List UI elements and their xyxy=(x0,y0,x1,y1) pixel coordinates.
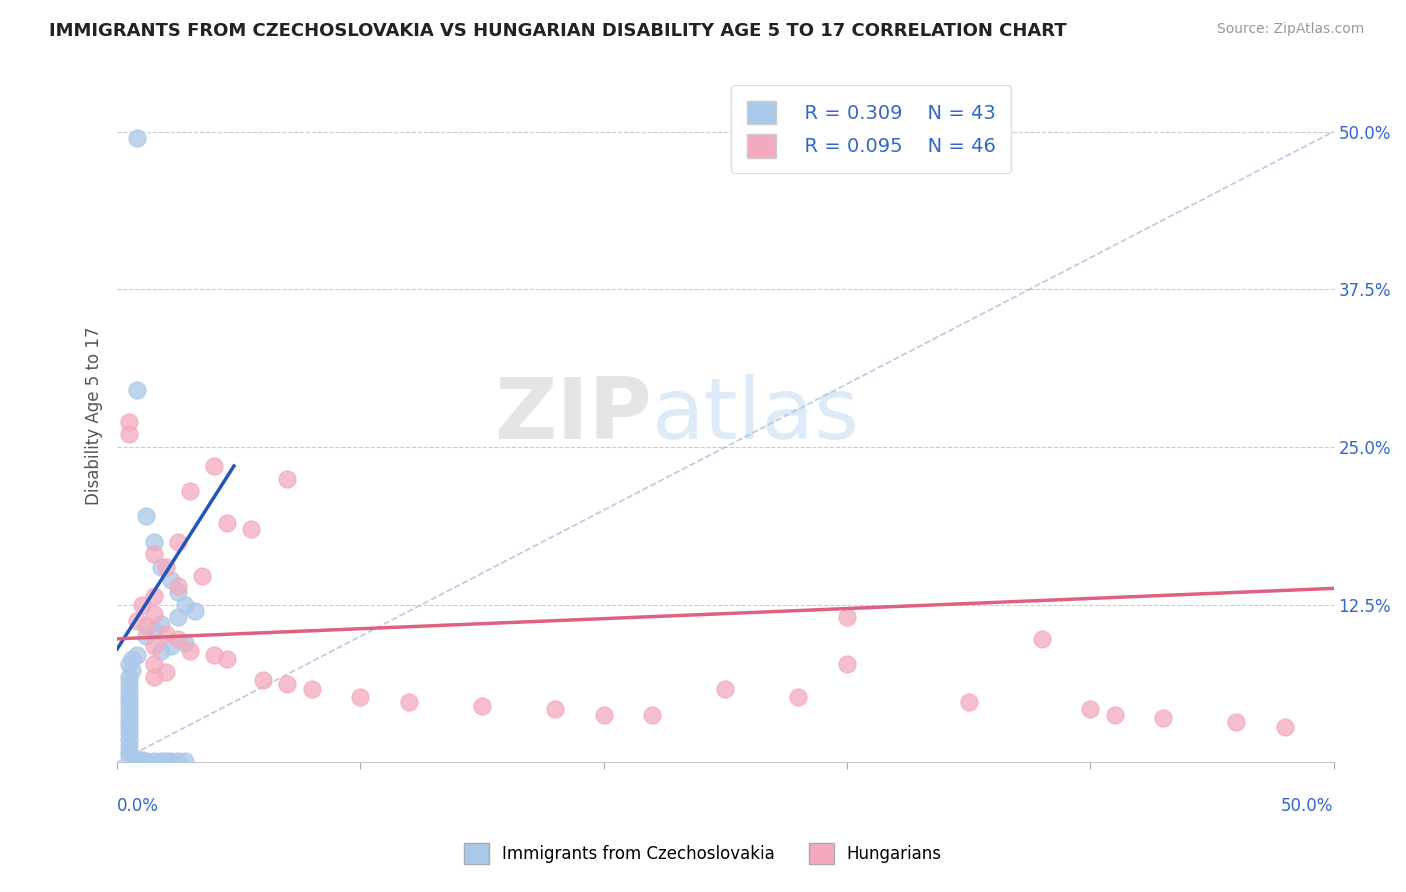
Point xyxy=(135,629,157,643)
Point xyxy=(118,415,141,429)
Point xyxy=(135,619,157,633)
Point xyxy=(121,664,143,678)
Point xyxy=(787,690,810,704)
Point xyxy=(155,754,177,768)
Point xyxy=(142,657,165,671)
Point xyxy=(159,754,181,768)
Point xyxy=(149,616,172,631)
Point xyxy=(714,682,737,697)
Point xyxy=(118,732,141,747)
Point xyxy=(349,690,371,704)
Point xyxy=(252,673,274,688)
Point xyxy=(149,560,172,574)
Point xyxy=(641,707,664,722)
Point xyxy=(167,534,190,549)
Point xyxy=(118,670,141,684)
Point xyxy=(301,682,323,697)
Point xyxy=(215,516,238,530)
Y-axis label: Disability Age 5 to 17: Disability Age 5 to 17 xyxy=(86,326,103,505)
Point xyxy=(125,614,148,628)
Point xyxy=(174,754,197,768)
Point xyxy=(179,644,201,658)
Point xyxy=(159,573,181,587)
Point xyxy=(174,598,197,612)
Point xyxy=(142,623,165,637)
Point xyxy=(276,472,298,486)
Point xyxy=(149,644,172,658)
Point xyxy=(118,676,141,690)
Point xyxy=(184,604,207,618)
Point xyxy=(118,707,141,722)
Point xyxy=(215,652,238,666)
Point xyxy=(135,509,157,524)
Point xyxy=(131,753,153,767)
Point xyxy=(121,652,143,666)
Text: 0.0%: 0.0% xyxy=(117,797,159,815)
Point xyxy=(155,560,177,574)
Point xyxy=(118,720,141,734)
Point xyxy=(131,598,153,612)
Point xyxy=(118,745,141,759)
Point xyxy=(398,695,420,709)
Point xyxy=(118,695,141,709)
Point xyxy=(167,754,190,768)
Point xyxy=(1078,702,1101,716)
Point xyxy=(155,627,177,641)
Point xyxy=(142,589,165,603)
Point xyxy=(142,607,165,621)
Point xyxy=(142,640,165,654)
Point xyxy=(1225,715,1247,730)
Text: atlas: atlas xyxy=(652,374,860,457)
Point xyxy=(118,682,141,697)
Text: IMMIGRANTS FROM CZECHOSLOVAKIA VS HUNGARIAN DISABILITY AGE 5 TO 17 CORRELATION C: IMMIGRANTS FROM CZECHOSLOVAKIA VS HUNGAR… xyxy=(49,22,1067,40)
Point xyxy=(1031,632,1053,646)
Point xyxy=(167,610,190,624)
Point xyxy=(142,670,165,684)
Point xyxy=(118,427,141,442)
Point xyxy=(118,701,141,715)
Point xyxy=(167,632,190,646)
Point xyxy=(957,695,980,709)
Point xyxy=(125,752,148,766)
Point xyxy=(1274,720,1296,734)
Text: 50.0%: 50.0% xyxy=(1281,797,1333,815)
Legend:   R = 0.309    N = 43,   R = 0.095    N = 46: R = 0.309 N = 43, R = 0.095 N = 46 xyxy=(731,85,1011,173)
Point xyxy=(835,657,858,671)
Point xyxy=(204,458,226,473)
Point xyxy=(174,635,197,649)
Point xyxy=(1152,711,1174,725)
Point xyxy=(167,579,190,593)
Legend: Immigrants from Czechoslovakia, Hungarians: Immigrants from Czechoslovakia, Hungaria… xyxy=(457,837,949,871)
Point xyxy=(204,648,226,663)
Point xyxy=(118,689,141,703)
Point xyxy=(118,726,141,740)
Point xyxy=(155,665,177,679)
Point xyxy=(159,640,181,654)
Point xyxy=(142,534,165,549)
Point xyxy=(125,648,148,663)
Point xyxy=(179,484,201,499)
Point xyxy=(240,522,263,536)
Point xyxy=(118,657,141,671)
Text: ZIP: ZIP xyxy=(495,374,652,457)
Point xyxy=(125,131,148,145)
Point xyxy=(118,714,141,728)
Point xyxy=(1104,707,1126,722)
Point xyxy=(118,739,141,753)
Point xyxy=(135,754,157,768)
Point xyxy=(142,754,165,768)
Text: Source: ZipAtlas.com: Source: ZipAtlas.com xyxy=(1216,22,1364,37)
Point xyxy=(167,585,190,599)
Point xyxy=(835,610,858,624)
Point xyxy=(125,384,148,398)
Point xyxy=(191,568,214,582)
Point xyxy=(592,707,614,722)
Point xyxy=(149,754,172,768)
Point xyxy=(118,749,141,764)
Point xyxy=(544,702,567,716)
Point xyxy=(471,698,494,713)
Point xyxy=(142,547,165,561)
Point xyxy=(276,677,298,691)
